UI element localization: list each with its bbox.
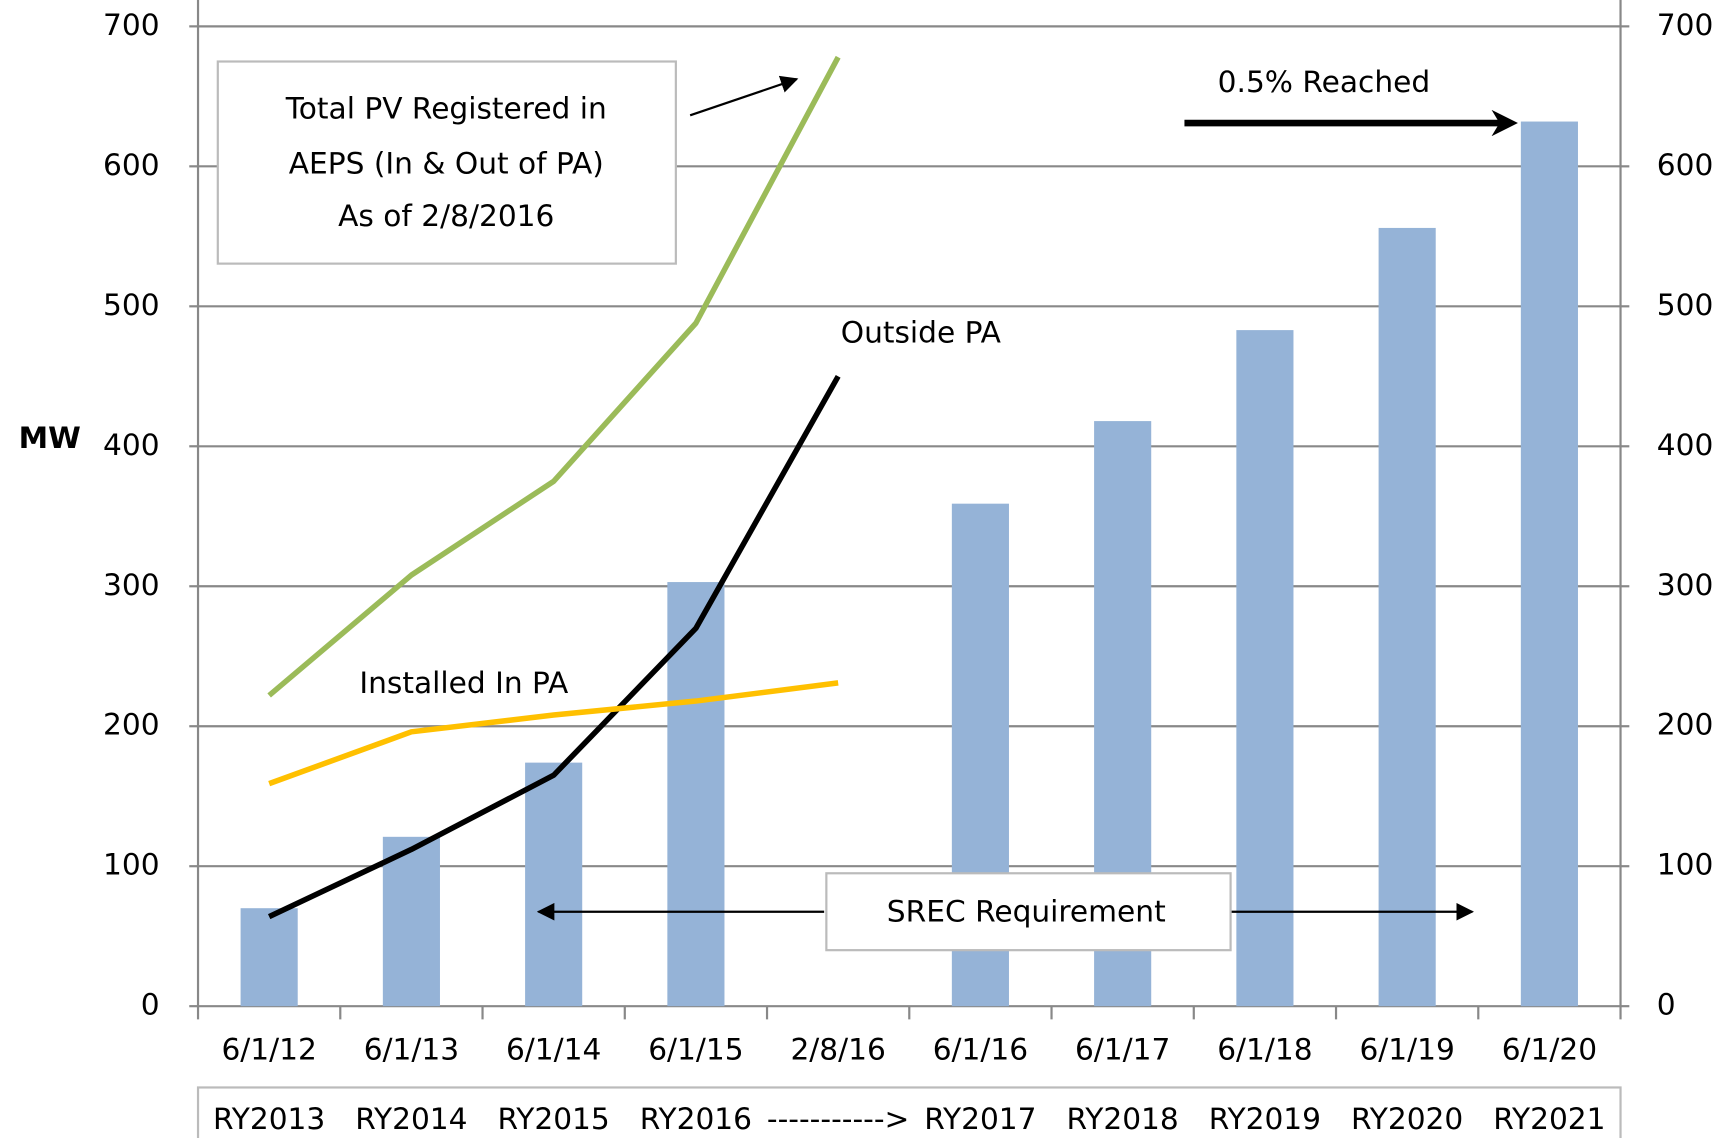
bar xyxy=(525,762,583,1007)
x-tick-label: 6/1/12 xyxy=(221,1032,316,1067)
year-label: RY2014 xyxy=(355,1101,467,1136)
arrow xyxy=(689,75,799,117)
line xyxy=(268,680,839,787)
y2-tick-label: 300 xyxy=(1657,567,1714,602)
year-label: RY2016 xyxy=(640,1101,752,1136)
year-row-box xyxy=(196,1086,1622,1138)
annotation: Total PV Registered in xyxy=(285,90,607,125)
y2-tick-label: 700 xyxy=(1657,7,1714,42)
bar xyxy=(667,582,725,1007)
bar xyxy=(240,908,298,1007)
annotation-box xyxy=(216,60,677,265)
line xyxy=(267,374,841,920)
x-tick-label: 6/1/15 xyxy=(648,1032,743,1067)
annotation: As of 2/8/2016 xyxy=(338,198,554,233)
year-label: RY2021 xyxy=(1493,1101,1605,1136)
y2-tick-label: 600 xyxy=(1657,147,1714,182)
y2-tick-label: 0 xyxy=(1657,987,1676,1022)
x-tick-label: 6/1/19 xyxy=(1359,1032,1454,1067)
year-label: RY2013 xyxy=(213,1101,325,1136)
y-tick-label: 500 xyxy=(103,287,160,322)
y2-tick-label: 200 xyxy=(1657,707,1714,742)
year-label: RY2017 xyxy=(924,1101,1036,1136)
annotation: 0.5% Reached xyxy=(1218,64,1431,99)
x-tick-label: 2/8/16 xyxy=(790,1032,885,1067)
x-tick-label: 6/1/13 xyxy=(364,1032,459,1067)
x-tick-label: 6/1/17 xyxy=(1075,1032,1170,1067)
year-label: RY2015 xyxy=(498,1101,610,1136)
series-label: Installed In PA xyxy=(359,665,569,700)
series-label: Outside PA xyxy=(841,314,1002,349)
annotation-box xyxy=(825,872,1232,952)
y-tick-label: 600 xyxy=(103,147,160,182)
year-label: RY2019 xyxy=(1209,1101,1321,1136)
y2-tick-label: 400 xyxy=(1657,427,1714,462)
series-label: SREC Requirement xyxy=(887,893,1166,928)
y-tick-label: 300 xyxy=(103,567,160,602)
bar xyxy=(382,836,440,1007)
bar xyxy=(1520,121,1578,1007)
y2-tick-label: 100 xyxy=(1657,847,1714,882)
x-tick-label: 6/1/20 xyxy=(1502,1032,1597,1067)
y-axis-label: MW xyxy=(19,420,81,455)
bar xyxy=(1378,227,1436,1007)
x-tick-label: 6/1/14 xyxy=(506,1032,601,1067)
bar xyxy=(1236,330,1294,1007)
x-tick-label: 6/1/16 xyxy=(933,1032,1028,1067)
y-tick-label: 200 xyxy=(103,707,160,742)
y-tick-label: 700 xyxy=(103,7,160,42)
year-label: RY2018 xyxy=(1067,1101,1179,1136)
y2-tick-label: 500 xyxy=(1657,287,1714,322)
year-label: -----------> xyxy=(767,1101,910,1136)
annotation: AEPS (In & Out of PA) xyxy=(289,145,604,180)
y-tick-label: 100 xyxy=(103,847,160,882)
line xyxy=(267,55,841,698)
y-tick-label: 400 xyxy=(103,427,160,462)
bars xyxy=(240,121,1578,1007)
year-label: RY2020 xyxy=(1351,1101,1463,1136)
x-tick-label: 6/1/18 xyxy=(1217,1032,1312,1067)
y-tick-label: 0 xyxy=(141,987,160,1022)
